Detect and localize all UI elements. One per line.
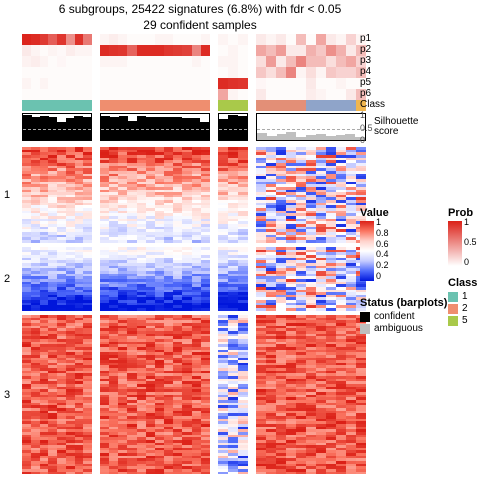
p3-track-group4 — [256, 56, 366, 67]
class-legend-title: Class — [448, 277, 477, 289]
p3-track-group3 — [218, 56, 248, 67]
value-gradient: 10.80.60.40.20 — [360, 221, 374, 281]
status-item-c: confident — [374, 311, 415, 322]
class-item-1: 1 — [462, 291, 468, 302]
p4-track-group3 — [218, 67, 248, 78]
class-track-label: Class — [360, 99, 385, 110]
p3-label: p3 — [360, 55, 371, 66]
prob-gradient: 10.50 — [448, 221, 462, 266]
p6-track-group2 — [100, 89, 210, 100]
p2-track-group4 — [256, 45, 366, 56]
value-tick-0.4: 0.4 — [376, 249, 389, 259]
p2-track-group1 — [22, 45, 92, 56]
p1-track-group4 — [256, 34, 366, 45]
prob-tick-0: 0 — [464, 257, 469, 267]
heatmap-cluster2-group2 — [100, 247, 210, 311]
value-tick-0.8: 0.8 — [376, 228, 389, 238]
class-track-group4 — [256, 100, 366, 111]
row-cluster-label-2: 2 — [4, 273, 10, 285]
p4-track-group2 — [100, 67, 210, 78]
heatmap-cluster3-group2 — [100, 315, 210, 475]
heatmap-cluster1-group4 — [256, 147, 366, 243]
silhouette-group4 — [256, 113, 366, 141]
value-tick-0.6: 0.6 — [376, 239, 389, 249]
status-legend-title: Status (barplots) — [360, 297, 447, 309]
p5-track-group4 — [256, 78, 366, 89]
p6-track-group1 — [22, 89, 92, 100]
p1-track-group1 — [22, 34, 92, 45]
class-track-group2 — [100, 100, 210, 111]
p4-track-group4 — [256, 67, 366, 78]
silhouette-group2 — [100, 113, 210, 141]
p1-track-group2 — [100, 34, 210, 45]
p4-track-group1 — [22, 67, 92, 78]
sil-tick-1: 1 — [360, 110, 365, 120]
p2-label: p2 — [360, 44, 371, 55]
heatmap-cluster1-group1 — [22, 147, 92, 243]
prob-legend: Prob 10.50 — [448, 207, 473, 266]
p1-label: p1 — [360, 33, 371, 44]
heatmap-cluster3-group1 — [22, 315, 92, 475]
class-legend: Class 125 — [448, 277, 477, 327]
p2-track-group3 — [218, 45, 248, 56]
p1-track-group3 — [218, 34, 248, 45]
prob-tick-0.5: 0.5 — [464, 237, 477, 247]
status-legend: Status (barplots) confidentambiguous — [360, 297, 447, 335]
value-legend: Value10.80.60.40.20 — [360, 207, 389, 281]
p6-track-group3 — [218, 89, 248, 100]
heatmap-cluster2-group1 — [22, 247, 92, 311]
row-cluster-label-1: 1 — [4, 189, 10, 201]
p5-track-group2 — [100, 78, 210, 89]
class-track-group3 — [218, 100, 248, 111]
prob-tick-1: 1 — [464, 217, 469, 227]
heatmap-cluster1-group3 — [218, 147, 248, 243]
p3-track-group2 — [100, 56, 210, 67]
silhouette-label: Silhouettescore — [374, 117, 418, 137]
p2-track-group2 — [100, 45, 210, 56]
p5-track-group1 — [22, 78, 92, 89]
prob-legend-title: Prob — [448, 207, 473, 219]
p4-label: p4 — [360, 66, 371, 77]
class-item-2: 2 — [462, 303, 468, 314]
silhouette-group1 — [22, 113, 92, 141]
heatmap-cluster1-group2 — [100, 147, 210, 243]
heatmap-cluster2-group3 — [218, 247, 248, 311]
heatmap-cluster2-group4 — [256, 247, 366, 311]
p6-label: p6 — [360, 88, 371, 99]
status-item-a: ambiguous — [374, 323, 423, 334]
class-item-5: 5 — [462, 315, 468, 326]
value-tick-0: 0 — [376, 271, 381, 281]
title-line1: 6 subgroups, 25422 signatures (6.8%) wit… — [0, 2, 400, 18]
value-legend-title: Value — [360, 207, 389, 219]
p6-track-group4 — [256, 89, 366, 100]
p5-label: p5 — [360, 77, 371, 88]
silhouette-group3 — [218, 113, 248, 141]
class-track-group1 — [22, 100, 92, 111]
p3-track-group1 — [22, 56, 92, 67]
sil-tick-0: 0 — [360, 135, 365, 145]
value-tick-1: 1 — [376, 217, 381, 227]
value-tick-0.2: 0.2 — [376, 260, 389, 270]
title-line2: 29 confident samples — [0, 18, 400, 32]
heatmap-cluster3-group4 — [256, 315, 366, 475]
row-cluster-label-3: 3 — [4, 389, 10, 401]
heatmap-cluster3-group3 — [218, 315, 248, 475]
sil-tick-0.5: 0.5 — [360, 123, 373, 133]
p5-track-group3 — [218, 78, 248, 89]
